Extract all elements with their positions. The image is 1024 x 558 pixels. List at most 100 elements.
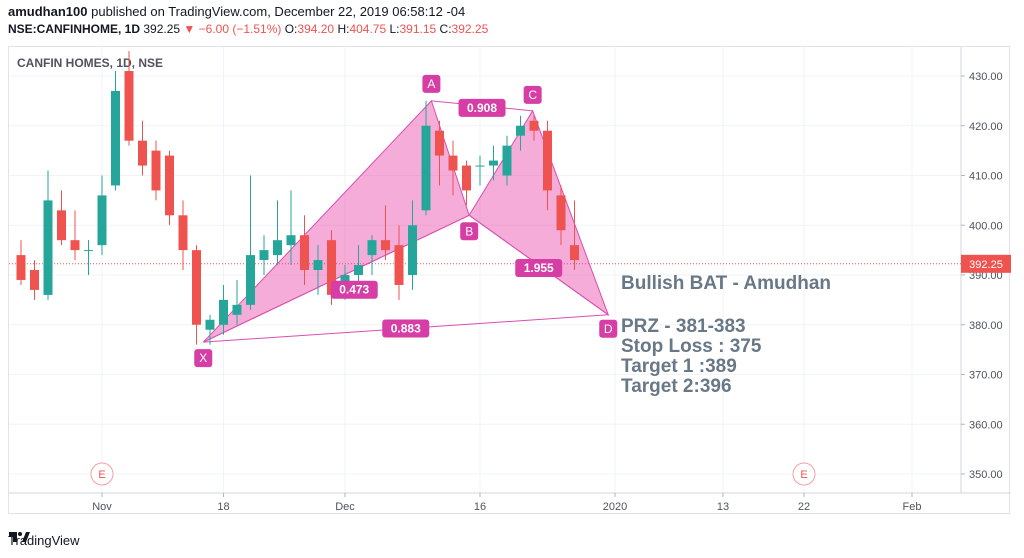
candle-body[interactable] — [570, 245, 579, 261]
footer: TradingView — [8, 530, 80, 550]
candle-body[interactable] — [111, 90, 120, 186]
candle-body[interactable] — [259, 250, 269, 261]
candle-body[interactable] — [516, 125, 525, 136]
close-value: 392.25 — [451, 22, 489, 36]
pattern-point-c-box[interactable] — [523, 85, 542, 104]
candle-body[interactable] — [124, 71, 134, 141]
candle-body[interactable] — [475, 165, 485, 167]
ratio-label-ac-box[interactable] — [458, 98, 506, 117]
candle-body[interactable] — [205, 319, 215, 330]
candle-body[interactable] — [70, 240, 80, 251]
earnings-marker-icon[interactable] — [792, 462, 816, 486]
candle-body[interactable] — [327, 240, 336, 295]
ratio-label-ac: 0.908 — [467, 101, 497, 115]
ratio-label-xb: 0.473 — [339, 283, 369, 297]
x-tick-label: 13 — [717, 501, 729, 513]
x-tick-label: Feb — [903, 501, 922, 513]
candle-body[interactable] — [232, 304, 242, 315]
pattern-bcd-triangle[interactable] — [468, 109, 610, 317]
chart-area[interactable]: 430.00 420.00 410.00 400.00 390.00 380.00 370.… — [8, 46, 1011, 515]
change-arrow-icon: ▼ — [183, 22, 196, 36]
annotation-heading: Bullish BAT - Amudhan — [621, 273, 831, 294]
symbol-label: NSE:CANFINHOME, 1D — [8, 22, 141, 36]
candle-body[interactable] — [408, 225, 417, 275]
candle-body[interactable] — [97, 195, 107, 246]
candle-body[interactable] — [246, 255, 255, 305]
pattern-point-a: A — [427, 77, 435, 91]
y-tick-label: 410.00 — [969, 171, 1003, 183]
ratio-label-bd-box[interactable] — [515, 259, 563, 278]
candle-body[interactable] — [219, 299, 228, 325]
candle-body[interactable] — [367, 240, 377, 256]
published-text: published on TradingView.com, December 2… — [91, 4, 466, 19]
ratio-label-bd: 1.955 — [524, 261, 554, 275]
candle-body[interactable] — [421, 125, 431, 211]
pattern-point-d-box[interactable] — [599, 319, 618, 338]
price-axis-badge — [961, 254, 1011, 273]
price-change: −6.00 (−1.51%) — [198, 22, 282, 36]
author-name[interactable]: amudhan100 — [8, 4, 88, 19]
candle-body[interactable] — [529, 120, 539, 131]
pattern-point-a-box[interactable] — [422, 74, 441, 93]
candlestick-chart[interactable]: 430.00 420.00 410.00 400.00 390.00 380.00 370.… — [9, 47, 1011, 515]
pattern-point-b-box[interactable] — [460, 222, 479, 241]
candle-body[interactable] — [165, 155, 174, 216]
x-tick-label: Nov — [92, 501, 112, 513]
y-tick-label: 430.00 — [969, 71, 1003, 83]
candle-body[interactable] — [381, 240, 390, 251]
candle-body[interactable] — [286, 235, 296, 246]
open-label: O: — [284, 22, 298, 36]
ratio-label-xb-box[interactable] — [330, 280, 378, 299]
chart-header: amudhan100 published on TradingView.com,… — [8, 4, 1008, 39]
annotation-line-1: PRZ - 381-383 — [621, 316, 746, 337]
candle-body[interactable] — [178, 215, 188, 251]
last-price: 392.25 — [143, 22, 181, 36]
candle-body[interactable] — [543, 130, 552, 191]
ratio-line-xb — [203, 214, 470, 343]
pattern-point-x: X — [199, 351, 207, 365]
earnings-marker-icon[interactable] — [90, 462, 114, 486]
candle-body[interactable] — [57, 210, 66, 241]
candle-body[interactable] — [138, 140, 147, 166]
y-tick-label: 360.00 — [969, 419, 1003, 431]
quote-line: NSE:CANFINHOME, 1D 392.25 ▼ −6.00 (−1.51… — [8, 22, 1008, 39]
candle-body[interactable] — [489, 160, 498, 166]
tradingview-logo-icon[interactable] — [8, 530, 30, 544]
x-tick-label: 22 — [798, 501, 810, 513]
annotation-line-2: Stop Loss : 375 — [621, 336, 762, 357]
y-tick-label: 390.00 — [969, 270, 1003, 282]
candle-body[interactable] — [556, 195, 566, 231]
earnings-marker-label: E — [800, 469, 807, 481]
ratio-label-xd-box[interactable] — [382, 319, 430, 338]
y-tick-label: 350.00 — [969, 469, 1003, 481]
earnings-marker-label: E — [98, 469, 105, 481]
candle-body[interactable] — [84, 250, 93, 252]
candle-body[interactable] — [448, 155, 458, 171]
candle-body[interactable] — [313, 260, 323, 271]
candle-body[interactable] — [300, 235, 309, 271]
x-tick-label: 16 — [474, 501, 486, 513]
ratio-label-xd: 0.883 — [391, 321, 421, 335]
candle-body[interactable] — [273, 240, 282, 256]
candle-body[interactable] — [192, 250, 201, 325]
candle-body[interactable] — [16, 255, 26, 280]
y-tick-label: 370.00 — [969, 370, 1003, 382]
chart-title: CANFIN HOMES, 1D, NSE — [17, 56, 163, 70]
annotation-line-3: Target 1 :389 — [621, 356, 737, 377]
candle-body[interactable] — [354, 265, 363, 275]
candle-body[interactable] — [30, 270, 39, 290]
pattern-point-x-box[interactable] — [194, 349, 213, 368]
candle-body[interactable] — [151, 150, 161, 191]
x-tick-label: 2020 — [603, 501, 627, 513]
candle-body[interactable] — [394, 245, 404, 285]
candle-body[interactable] — [435, 130, 444, 156]
y-tick-label: 400.00 — [969, 220, 1003, 232]
publish-line: amudhan100 published on TradingView.com,… — [8, 4, 1008, 21]
candle-body[interactable] — [462, 165, 471, 191]
low-value: 391.15 — [399, 22, 437, 36]
high-value: 404.75 — [349, 22, 387, 36]
candle-body[interactable] — [43, 200, 53, 295]
price-axis-label: 392.25 — [969, 259, 1003, 271]
candle-body[interactable] — [502, 145, 512, 176]
x-tick-label: 18 — [217, 501, 229, 513]
